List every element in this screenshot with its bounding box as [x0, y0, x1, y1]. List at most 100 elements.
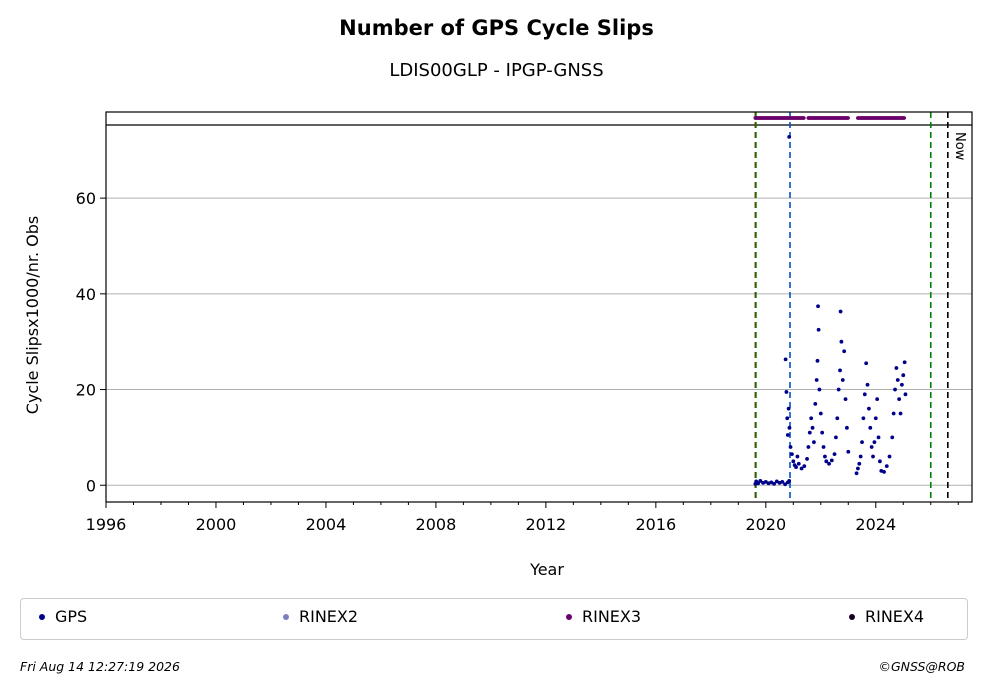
gps-point [857, 461, 862, 466]
gps-point [899, 382, 904, 387]
y-tick-label: 40 [76, 285, 96, 304]
legend-marker-rinex4 [849, 613, 855, 620]
now-label: Now [952, 132, 967, 161]
gps-point [821, 445, 826, 449]
gps-point [791, 459, 796, 464]
gps-point [846, 449, 851, 454]
gps-point [894, 366, 899, 370]
gps-point [827, 461, 831, 466]
x-tick-label: 2020 [745, 515, 786, 534]
gps-point [902, 360, 907, 365]
y-axis-label: Cycle Slipsx1000/nr. Obs [23, 216, 42, 414]
gps-point [840, 378, 845, 382]
x-tick-label: 2004 [306, 515, 347, 534]
gps-point [864, 361, 869, 366]
chart-canvas: Now 1996 2000 2004 2008 2012 2016 2020 2024 0 20 40… [23, 111, 973, 579]
gps-point [796, 461, 801, 466]
gps-point [838, 368, 842, 373]
gps-point [790, 452, 794, 457]
gps-point [813, 402, 818, 406]
gps-point [882, 469, 886, 474]
x-tick-label: 2016 [635, 515, 676, 534]
legend-label-rinex3: RINEX3 [582, 607, 642, 626]
gps-point [872, 440, 877, 445]
gps-point [873, 416, 878, 421]
gps-point [820, 430, 825, 435]
gps-point [807, 430, 812, 435]
rinex3-point [846, 116, 850, 120]
rinex3-point [801, 116, 806, 120]
gps-point [838, 309, 843, 314]
gps-point [867, 406, 871, 411]
legend-marker-rinex3 [566, 613, 572, 620]
gps-point [839, 339, 844, 344]
x-tick-label: 2012 [526, 515, 567, 534]
legend-marker-rinex2 [283, 613, 289, 620]
chart-title: Number of GPS Cycle Slips [339, 16, 654, 40]
gps-point [786, 406, 791, 411]
gps-point [860, 440, 864, 445]
gps-point [788, 445, 793, 449]
gps-point [756, 481, 761, 486]
gps-point [903, 392, 908, 397]
gps-point [806, 445, 811, 449]
gps-point [785, 416, 790, 421]
gps-point [836, 387, 841, 392]
gps-point [812, 440, 816, 445]
gps-point [787, 134, 792, 139]
y-tick-label: 0 [86, 476, 96, 495]
gps-point [814, 378, 819, 382]
gps-point [895, 378, 900, 382]
rinex3-point [902, 116, 906, 120]
gps-point [842, 349, 847, 354]
legend-item-rinex2: RINEX2 [283, 607, 358, 626]
gps-point [858, 454, 863, 459]
gps-point [865, 382, 870, 387]
gps-point [862, 392, 867, 397]
gps-point [818, 411, 823, 416]
gps-point [824, 459, 829, 464]
gps-point [861, 416, 866, 421]
legend-item-rinex4: RINEX4 [849, 607, 924, 626]
gps-point [832, 452, 837, 457]
gps-point [898, 411, 903, 416]
legend-label-rinex2: RINEX2 [299, 607, 359, 626]
plot-frame [105, 111, 973, 503]
gps-point [878, 459, 882, 464]
footer-copyright: ©GNSS@ROB [878, 659, 965, 674]
footer-timestamp: Fri Aug 14 12:27:19 2026 [20, 659, 180, 674]
gps-point [809, 416, 814, 421]
gps-point [799, 466, 804, 471]
x-tick-label: 2008 [416, 515, 457, 534]
legend-item-gps: GPS [39, 607, 87, 626]
gps-point [772, 481, 776, 486]
gps-point [802, 464, 807, 469]
x-tick-label: 2000 [196, 515, 237, 534]
gps-point [783, 482, 787, 487]
x-axis-label: Year [529, 560, 564, 579]
gps-point [794, 465, 798, 469]
gps-point [891, 411, 896, 416]
gps-point [823, 454, 827, 459]
gps-point [758, 479, 763, 483]
gps-point [805, 457, 809, 461]
legend-item-rinex3: RINEX3 [566, 607, 641, 626]
y-tick-label: 60 [76, 189, 96, 208]
gps-point [835, 416, 840, 421]
gps-point [780, 480, 785, 484]
gps-point [795, 454, 800, 459]
gps-point [897, 397, 902, 402]
gps-point [787, 479, 792, 483]
gps-point [856, 466, 860, 471]
gps-point [845, 425, 849, 430]
gps-point [787, 425, 792, 430]
gps-point [890, 435, 895, 440]
gps-point [854, 471, 859, 476]
gps-point [834, 435, 838, 440]
gps-point [871, 454, 875, 459]
gps-point [843, 397, 848, 402]
legend: GPS RINEX2 RINEX3 RINEX4 [20, 598, 968, 640]
gps-point [829, 458, 834, 463]
gps-point [884, 464, 889, 469]
gps-point [810, 425, 815, 430]
